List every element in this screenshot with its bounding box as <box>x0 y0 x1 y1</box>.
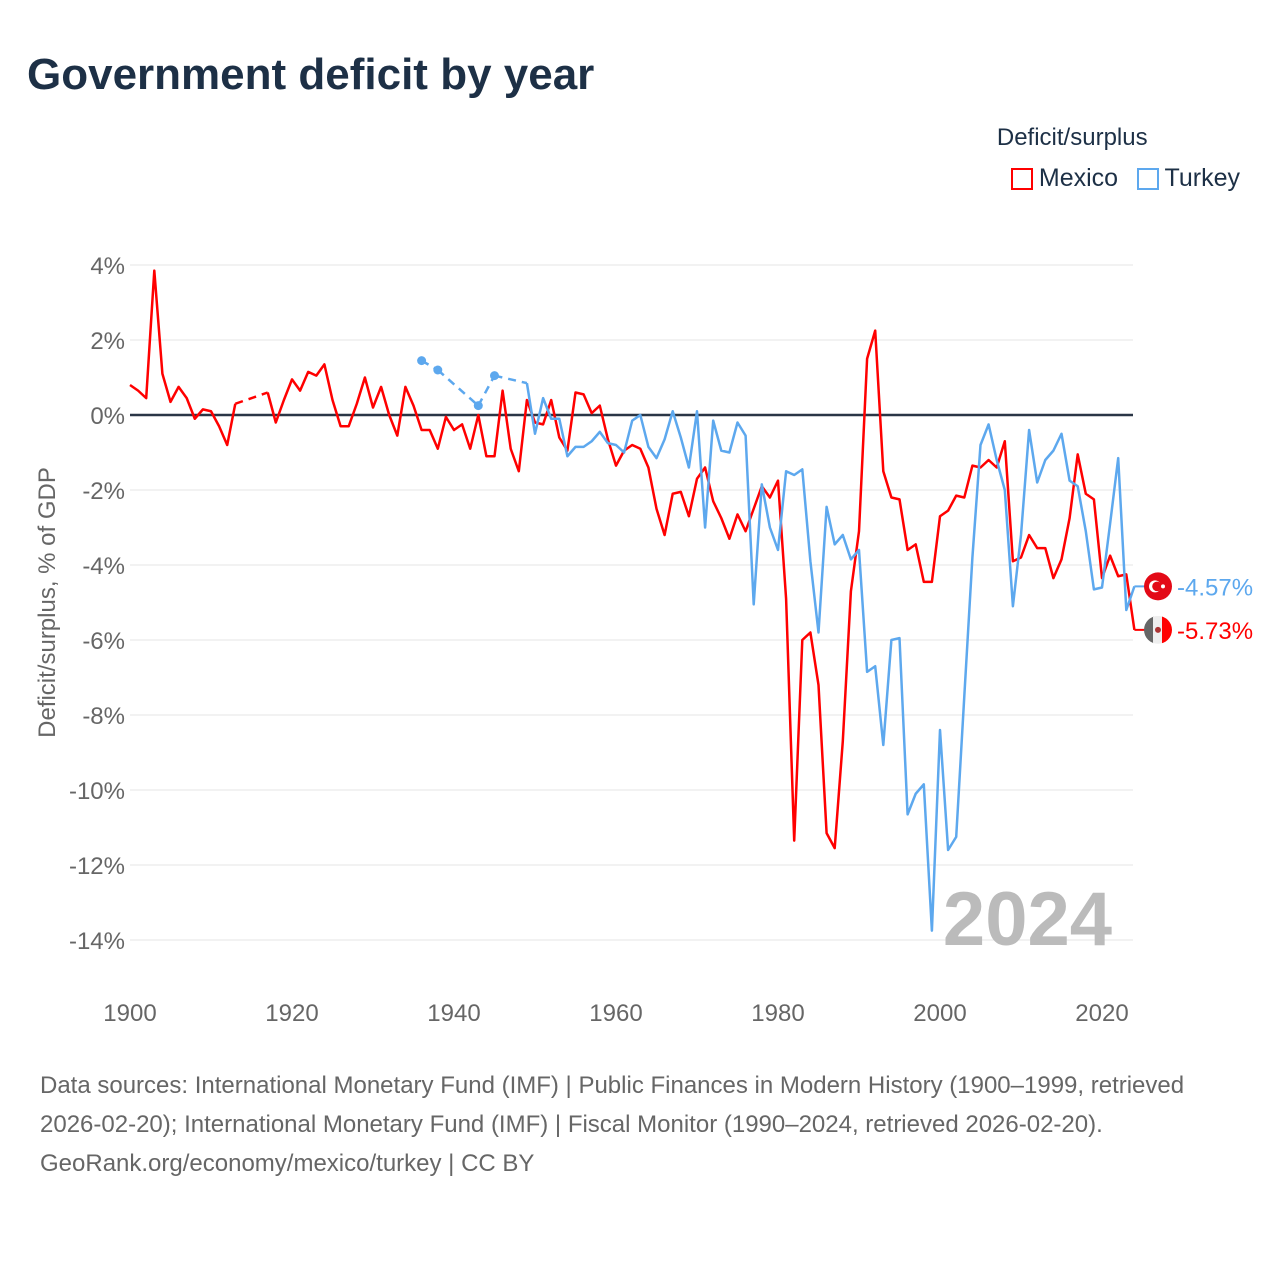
y-tick-label: -4% <box>82 553 125 580</box>
end-label-mexico: -5.73% <box>1177 618 1253 645</box>
series-line-mexico <box>129 269 237 447</box>
x-tick-label: 2020 <box>1075 1000 1128 1027</box>
legend-swatch-icon <box>1136 167 1159 190</box>
y-tick-label: 0% <box>90 403 125 430</box>
series-gap-dashed-mexico <box>234 391 269 405</box>
data-point-turkey <box>490 371 499 381</box>
footer: Data sources: International Monetary Fun… <box>40 1066 1240 1183</box>
series-gap-dashed-turkey <box>494 374 528 385</box>
y-tick-label: -6% <box>82 628 125 655</box>
legend-item-turkey[interactable]: Turkey <box>1136 164 1240 193</box>
y-tick-label: 4% <box>90 253 125 280</box>
data-sources: Data sources: International Monetary Fun… <box>40 1072 1185 1138</box>
series-gap-dashed-turkey <box>477 375 496 407</box>
x-tick-label: 1920 <box>265 1000 318 1027</box>
y-axis-label: Deficit/surplus, % of GDP <box>34 467 61 738</box>
legend: Deficit/surplus Mexico Turkey <box>997 124 1240 195</box>
legend-swatch-icon <box>1010 167 1033 190</box>
y-tick-label: 2% <box>90 328 125 355</box>
mexico-flag-emblem-icon <box>1155 626 1161 633</box>
data-point-turkey <box>417 356 427 366</box>
legend-label: Mexico <box>1038 164 1119 192</box>
y-tick-label: -14% <box>69 928 125 955</box>
line-chart: 4% 2% 0% -2% -4% -6% -8% -10% -12% -14% 1900 1920 19… <box>34 253 1253 1027</box>
data-point-turkey <box>473 401 483 411</box>
series-line-turkey <box>525 382 1136 932</box>
mexico-flag-icon <box>1144 615 1154 644</box>
y-tick-label: -2% <box>82 478 125 505</box>
credit-link[interactable]: GeoRank.org/economy/mexico/turkey | CC B… <box>40 1150 535 1177</box>
data-point-turkey <box>433 365 443 375</box>
y-tick-label: -12% <box>69 853 125 880</box>
legend-title: Deficit/surplus <box>996 124 1148 151</box>
x-tick-label: 1960 <box>589 1000 642 1027</box>
series-gap-dashed-turkey <box>436 369 480 407</box>
end-label-turkey: -4.57% <box>1177 574 1253 601</box>
legend-label: Turkey <box>1164 164 1240 192</box>
turkey-flag-crescent-icon <box>1152 581 1162 592</box>
x-tick-label: 1900 <box>103 1000 156 1027</box>
series-line-mexico <box>266 329 1136 850</box>
y-tick-label: -8% <box>82 703 125 730</box>
mexico-flag-icon <box>1162 615 1172 644</box>
chart-title: Government deficit by year <box>27 50 595 99</box>
y-tick-label: -10% <box>69 778 125 805</box>
turkey-flag-star-icon <box>1161 584 1165 589</box>
x-tick-label: 1940 <box>427 1000 480 1027</box>
legend-item-mexico[interactable]: Mexico <box>1010 164 1119 193</box>
year-label: 2024 <box>943 877 1112 962</box>
x-tick-label: 2000 <box>913 1000 966 1027</box>
x-tick-label: 1980 <box>751 1000 804 1027</box>
